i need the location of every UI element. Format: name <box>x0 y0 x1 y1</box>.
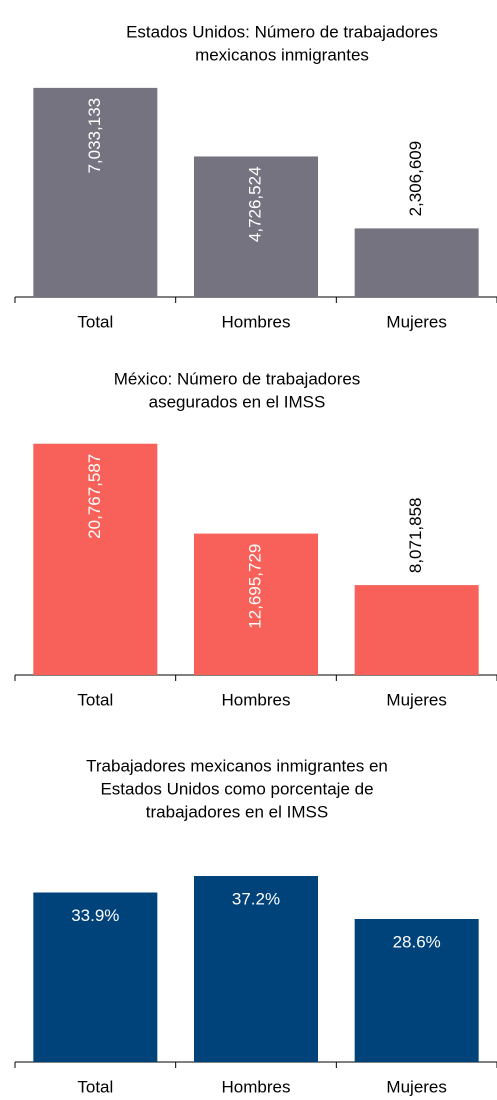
bar <box>354 919 479 1062</box>
value-label: 33.9% <box>71 906 119 925</box>
bar <box>194 533 318 675</box>
chart-title: mexicanos inmigrantes <box>195 45 369 64</box>
chart-title: trabajadores en el IMSS <box>146 802 328 821</box>
x-tick-label: Mujeres <box>386 690 446 709</box>
bar <box>354 228 479 297</box>
x-tick-label: Hombres <box>222 312 291 331</box>
chart-title: México: Número de trabajadores <box>114 369 361 388</box>
chart-title: Estados Unidos: Número de trabajadores <box>126 22 438 41</box>
value-label: 12,695,729 <box>245 544 264 629</box>
x-tick-label: Hombres <box>222 1077 291 1096</box>
value-label: 20,767,587 <box>85 454 104 539</box>
bar <box>33 443 158 675</box>
bar <box>354 585 479 675</box>
chart-title: asegurados en el IMSS <box>149 392 326 411</box>
bar <box>33 892 158 1062</box>
value-label: 4,726,524 <box>245 166 264 242</box>
bar <box>194 156 318 297</box>
x-tick-label: Total <box>77 1077 113 1096</box>
value-label: 28.6% <box>393 932 441 951</box>
x-tick-label: Mujeres <box>386 1077 446 1096</box>
value-label: 2,306,609 <box>406 141 425 217</box>
bar <box>194 876 318 1062</box>
value-label: 37.2% <box>232 889 280 908</box>
x-tick-label: Hombres <box>222 690 291 709</box>
x-tick-label: Total <box>77 690 113 709</box>
value-label: 8,071,858 <box>406 497 425 573</box>
x-tick-label: Mujeres <box>386 312 446 331</box>
chart-title: Estados Unidos como porcentaje de <box>100 779 373 798</box>
value-label: 7,033,133 <box>85 98 104 174</box>
bar <box>33 87 158 297</box>
x-tick-label: Total <box>77 312 113 331</box>
chart-title: Trabajadores mexicanos inmigrantes en <box>86 756 388 775</box>
